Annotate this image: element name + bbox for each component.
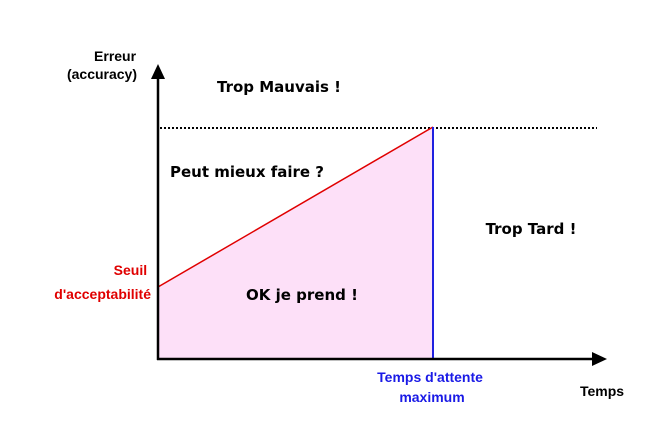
x-axis-label: Temps bbox=[580, 383, 624, 399]
threshold-label: Seuil d'acceptabilité bbox=[54, 262, 151, 302]
max-wait-label-line2: maximum bbox=[399, 389, 464, 405]
y-axis-label-line2: (accuracy) bbox=[67, 66, 137, 82]
threshold-line bbox=[157, 126, 434, 288]
threshold-label-line1: Seuil bbox=[114, 262, 147, 278]
y-axis-arrow-icon bbox=[151, 64, 165, 79]
threshold-label-line2: d'acceptabilité bbox=[54, 286, 151, 302]
region-too-bad: Trop Mauvais ! bbox=[217, 78, 341, 96]
max-wait-label: Temps d'attente maximum bbox=[377, 369, 487, 405]
region-could-do-better: Peut mieux faire ? bbox=[170, 163, 324, 181]
region-too-late: Trop Tard ! bbox=[486, 220, 577, 238]
y-axis-label: Erreur (accuracy) bbox=[67, 48, 140, 82]
ok-region bbox=[158, 127, 433, 359]
x-axis-arrow-icon bbox=[592, 352, 607, 366]
region-ok: OK je prend ! bbox=[246, 286, 358, 304]
y-axis-label-line1: Erreur bbox=[94, 48, 137, 64]
max-wait-label-line1: Temps d'attente bbox=[377, 369, 483, 385]
